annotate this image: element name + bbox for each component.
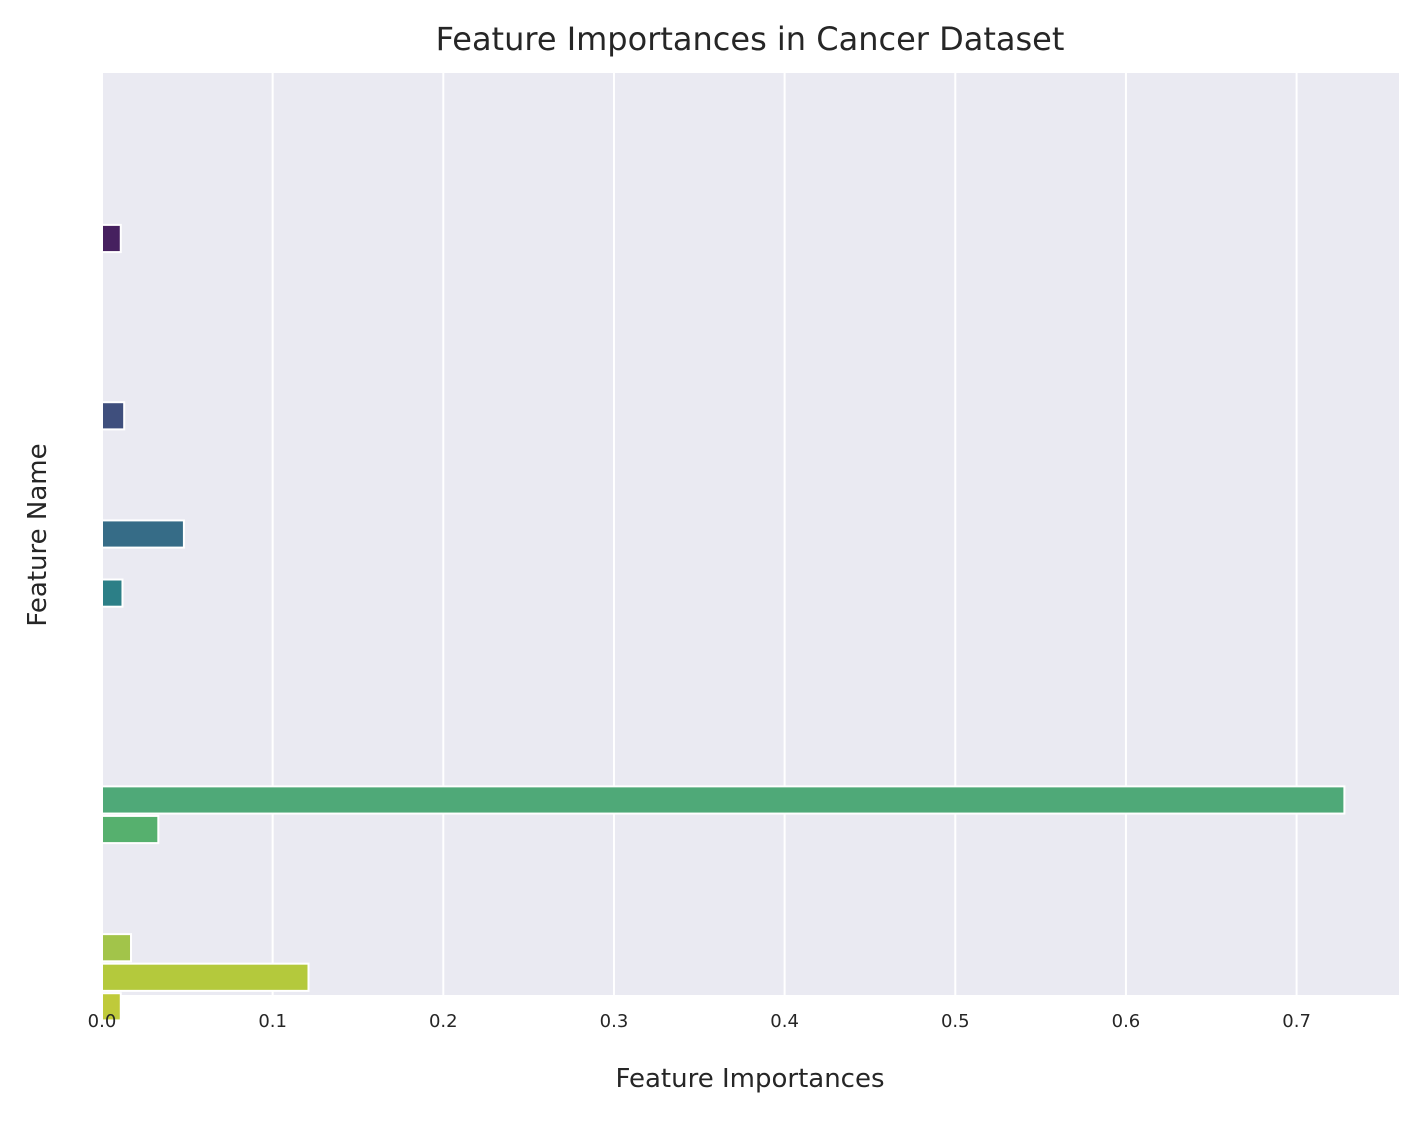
x-tick-label: 0.6: [1112, 1011, 1141, 1032]
x-tick-label: 0.3: [600, 1011, 629, 1032]
plot-area: [102, 73, 1399, 995]
x-tick-label: 0.5: [941, 1011, 970, 1032]
x-tick-label: 0.4: [770, 1011, 799, 1032]
x-tick-labels: 0.0 0.1 0.2 0.3 0.4 0.5 0.6 0.7: [88, 1011, 1311, 1032]
x-tick-label: 0.2: [429, 1011, 458, 1032]
bar: [101, 785, 1346, 815]
bar: [101, 519, 185, 549]
bar: [101, 962, 310, 992]
bar: [101, 933, 133, 963]
bar: [101, 814, 160, 845]
y-axis-title: Feature Name: [23, 443, 53, 626]
grid-lines: [101, 73, 1298, 995]
bar: [101, 401, 126, 431]
bar: [101, 992, 122, 1022]
bar: [101, 223, 122, 254]
x-tick-label: 0.0: [88, 1011, 117, 1032]
x-tick-label: 0.7: [1282, 1011, 1311, 1032]
bars: [101, 223, 1346, 1022]
x-tick-label: 0.1: [258, 1011, 287, 1032]
chart-title: Feature Importances in Cancer Dataset: [436, 20, 1065, 58]
bar: [101, 578, 124, 608]
x-axis-title: Feature Importances: [615, 1064, 884, 1094]
